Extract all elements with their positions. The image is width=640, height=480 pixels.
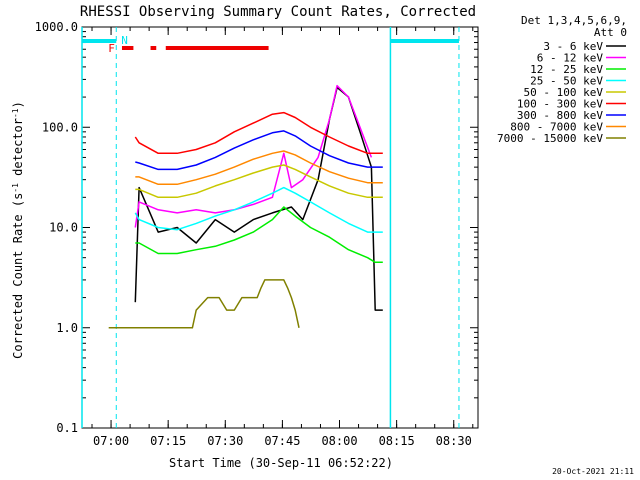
- plot-frame: [81, 26, 479, 429]
- series-line-1: [134, 86, 383, 311]
- series-line-4: [134, 186, 383, 233]
- legend-entry-label: 6 - 12 keV: [537, 52, 604, 65]
- legend-entry-label: 800 - 7000 keV: [510, 121, 603, 134]
- legend-entry-label: 12 - 25 keV: [530, 63, 603, 76]
- series-line-3: [135, 206, 383, 264]
- y-axis-label-part2: detector: [11, 118, 25, 183]
- chart-title: RHESSI Observing Summary Count Rates, Co…: [80, 4, 476, 20]
- y-axis-label-part3: ): [11, 101, 25, 108]
- legend-entry-label: 3 - 6 keV: [543, 40, 603, 53]
- series-line-6: [134, 111, 383, 155]
- series-line-8: [135, 150, 383, 186]
- plot-area: 1000.0 100.0 10.0 1.0 0.1 07:00 07:15 07:30 07:4…: [35, 20, 479, 448]
- y-tick-label: 10.0: [49, 221, 78, 235]
- x-tick-label: 08:15: [379, 434, 415, 448]
- x-tick-label: 07:30: [207, 434, 243, 448]
- y-tick-label: 100.0: [42, 120, 78, 134]
- y-axis-label-part1: Corrected Count Rate (s: [11, 193, 25, 359]
- legend-header-line1: Det 1,3,4,5,6,9,: [521, 14, 627, 27]
- x-tick-label: 07:45: [264, 434, 300, 448]
- x-tick-label: 07:00: [93, 434, 129, 448]
- flare-label: F: [108, 42, 115, 55]
- y-tick-label: 1000.0: [35, 20, 78, 34]
- night-label: N: [121, 34, 128, 47]
- y-axis-label-sup2: -1: [11, 108, 20, 118]
- legend-entry-label: 50 - 100 keV: [524, 86, 604, 99]
- series-line-5: [135, 164, 383, 199]
- y-tick-label: 0.1: [56, 421, 78, 435]
- x-tick-label: 08:30: [436, 434, 472, 448]
- legend-header-line2: Att 0: [594, 26, 627, 39]
- y-axis-label: Corrected Count Rate (s-1 detector-1): [11, 101, 26, 359]
- x-axis-label: Start Time (30-Sep-11 06:52:22): [169, 456, 393, 470]
- series-line-7: [135, 130, 383, 171]
- series-line-9: [108, 279, 300, 329]
- legend-entry-label: 300 - 800 keV: [517, 109, 603, 122]
- x-tick-label: 08:00: [321, 434, 357, 448]
- legend-entry-label: 100 - 300 keV: [517, 98, 603, 111]
- legend-entry-label: 25 - 50 keV: [530, 75, 603, 88]
- legend-entry-label: 7000 - 15000 keV: [497, 132, 603, 145]
- y-tick-label: 1.0: [56, 321, 78, 335]
- y-axis-label-sup1: -1: [11, 183, 20, 193]
- series-line-2: [134, 84, 373, 228]
- x-tick-label: 07:15: [150, 434, 186, 448]
- timestamp-stamp: 20-Oct-2021 21:11: [552, 467, 634, 476]
